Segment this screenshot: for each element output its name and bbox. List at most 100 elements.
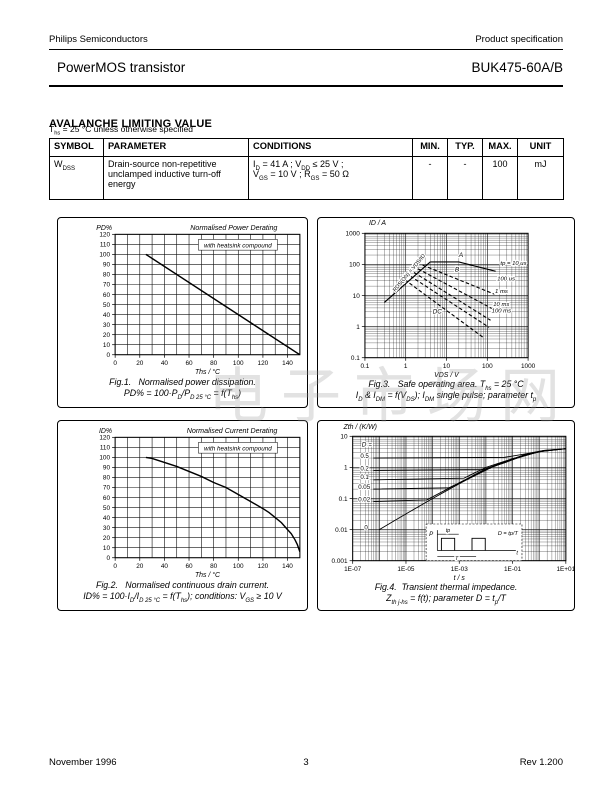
svg-text:0.1: 0.1 [351, 355, 360, 362]
svg-text:140: 140 [282, 360, 293, 367]
svg-text:80: 80 [103, 272, 111, 279]
svg-text:40: 40 [103, 312, 111, 319]
svg-text:30: 30 [103, 322, 111, 329]
col-min: MIN. [412, 138, 448, 157]
svg-text:10: 10 [340, 434, 348, 441]
col-typ: TYP. [447, 138, 483, 157]
conditions-line-2: VGS = 10 V ; RGS = 50 Ω [253, 169, 349, 182]
svg-text:70: 70 [103, 485, 111, 492]
header-company: Philips Semiconductors [49, 34, 148, 45]
fig3-caption-line1: Fig.3. Safe operating area. Ths = 25 °C [368, 379, 524, 392]
svg-text:60: 60 [103, 495, 111, 502]
footer-date: November 1996 [49, 757, 117, 768]
svg-text:100 ms: 100 ms [492, 309, 511, 315]
svg-text:50: 50 [103, 302, 111, 309]
svg-text:with heatsink compound: with heatsink compound [204, 242, 272, 249]
fig1-box: 0 20 40 60 80 100 120 140 0 10 20 30 40 50 60 70 80 90 100… [57, 217, 308, 408]
fig2-caption-line2: ID% = 100·ID/ID 25 °C = f(Ths); conditio… [83, 591, 282, 604]
fig4-transient-thermal-impedance-chart: 1E-07 1E-05 1E-03 1E-01 1E+01 10 1 0.1 0.01 0.001… [332, 424, 574, 582]
fig2-box: 0 20 40 60 80 100 120 140 0 10 20 30 40 50 60 70 80 90 100… [57, 420, 308, 611]
fig1-caption-line2: PD% = 100·PD/PD 25 °C = f(Ths) [123, 388, 242, 401]
svg-text:20: 20 [136, 563, 144, 570]
svg-text:60: 60 [185, 563, 193, 570]
svg-text:B: B [455, 266, 460, 273]
svg-text:40: 40 [103, 515, 111, 522]
svg-text:P: P [429, 531, 434, 538]
svg-text:tp: tp [446, 528, 450, 534]
svg-text:RDS(ON) = VDS/ID: RDS(ON) = VDS/ID [392, 253, 427, 293]
cell-max: 100 [482, 156, 518, 200]
svg-text:20: 20 [103, 332, 111, 339]
svg-text:1E-05: 1E-05 [397, 566, 415, 573]
col-max: MAX. [482, 138, 518, 157]
svg-text:1: 1 [344, 465, 348, 472]
page-number: 3 [303, 757, 309, 768]
svg-text:tp = 10 us: tp = 10 us [500, 261, 526, 267]
svg-text:120: 120 [258, 360, 269, 367]
svg-text:100 us: 100 us [497, 277, 515, 283]
conditions-line-1: ID = 41 A ; VDD ≤ 25 V ; [253, 159, 344, 172]
svg-text:0.001: 0.001 [332, 558, 348, 565]
svg-text:80: 80 [103, 475, 111, 482]
svg-text:0.5: 0.5 [360, 453, 369, 460]
cell-conditions: ID = 41 A ; VDD ≤ 25 V ; VGS = 10 V ; RG… [248, 156, 413, 200]
svg-text:0: 0 [364, 525, 368, 532]
svg-text:PD%: PD% [96, 225, 112, 232]
svg-text:40: 40 [161, 360, 169, 367]
svg-text:Normalised Power Derating: Normalised Power Derating [190, 224, 277, 232]
fig3-safe-operating-area-chart: 0.1 1 10 100 1000 0.1 1 10 100 1000 ID / A VDS / V R… [346, 220, 536, 379]
svg-text:10: 10 [103, 342, 111, 349]
product-title: PowerMOS transistor [57, 60, 186, 75]
svg-text:1E-03: 1E-03 [451, 566, 469, 573]
svg-text:60: 60 [185, 360, 193, 367]
footer-revision: Rev 1.200 [519, 757, 563, 768]
svg-text:Ths / °C: Ths / °C [195, 571, 221, 579]
fig3-caption: Fig.3. Safe operating area. Ths = 25 °C … [318, 379, 574, 403]
svg-text:0.02: 0.02 [358, 497, 370, 504]
col-symbol: SYMBOL [49, 138, 104, 157]
col-parameter: PARAMETER [103, 138, 249, 157]
section-title: AVALANCHE LIMITING VALUE [49, 118, 213, 131]
svg-text:1000: 1000 [346, 231, 361, 238]
fig1-caption-line1: Fig.1. Normalised power dissipation. [109, 377, 256, 388]
svg-text:30: 30 [103, 525, 111, 532]
svg-text:70: 70 [103, 282, 111, 289]
svg-text:1000: 1000 [521, 363, 536, 370]
svg-text:50: 50 [103, 505, 111, 512]
svg-text:1: 1 [404, 363, 408, 370]
header-doc-type: Product specification [475, 34, 563, 45]
svg-text:10: 10 [103, 545, 111, 552]
svg-text:0.1: 0.1 [339, 496, 348, 503]
svg-text:100: 100 [233, 563, 244, 570]
table-header-row: SYMBOL PARAMETER CONDITIONS MIN. TYP. MA… [49, 138, 564, 157]
svg-text:Normalised Current Derating: Normalised Current Derating [187, 427, 278, 435]
svg-text:t / s: t / s [454, 575, 466, 582]
svg-text:0.2: 0.2 [360, 465, 369, 472]
svg-text:ID%: ID% [99, 428, 112, 435]
svg-text:D = tp/T: D = tp/T [498, 531, 519, 537]
header-rule-thin [49, 49, 563, 50]
svg-text:0: 0 [113, 563, 117, 570]
svg-text:20: 20 [103, 535, 111, 542]
svg-text:90: 90 [103, 465, 111, 472]
limiting-values-table: SYMBOL PARAMETER CONDITIONS MIN. TYP. MA… [49, 138, 564, 200]
svg-text:120: 120 [258, 563, 269, 570]
svg-text:t: t [516, 551, 518, 557]
svg-text:90: 90 [103, 262, 111, 269]
svg-text:Zth / (K/W): Zth / (K/W) [343, 424, 377, 431]
svg-text:T: T [455, 556, 459, 562]
svg-text:VDS / V: VDS / V [434, 372, 460, 379]
svg-text:1E-01: 1E-01 [504, 566, 522, 573]
svg-text:1E+01: 1E+01 [556, 566, 574, 573]
svg-text:1E-07: 1E-07 [344, 566, 362, 573]
svg-text:1: 1 [356, 324, 360, 331]
svg-text:100: 100 [233, 360, 244, 367]
svg-text:40: 40 [161, 563, 169, 570]
section-condition: Ths = 25 °C unless otherwise specified [49, 124, 193, 137]
svg-text:100: 100 [99, 252, 110, 259]
svg-text:60: 60 [103, 292, 111, 299]
svg-text:0.01: 0.01 [335, 527, 348, 534]
svg-text:ID / A: ID / A [369, 220, 386, 227]
svg-text:0.1: 0.1 [360, 363, 369, 370]
